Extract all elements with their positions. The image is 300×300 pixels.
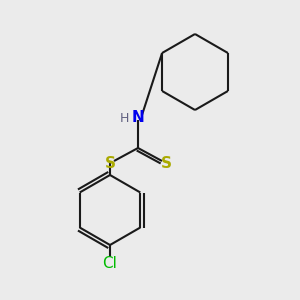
Text: H: H	[120, 112, 129, 124]
Text: Cl: Cl	[103, 256, 117, 271]
Text: N: N	[132, 110, 144, 125]
Text: S: S	[104, 155, 116, 170]
Text: S: S	[160, 155, 172, 170]
